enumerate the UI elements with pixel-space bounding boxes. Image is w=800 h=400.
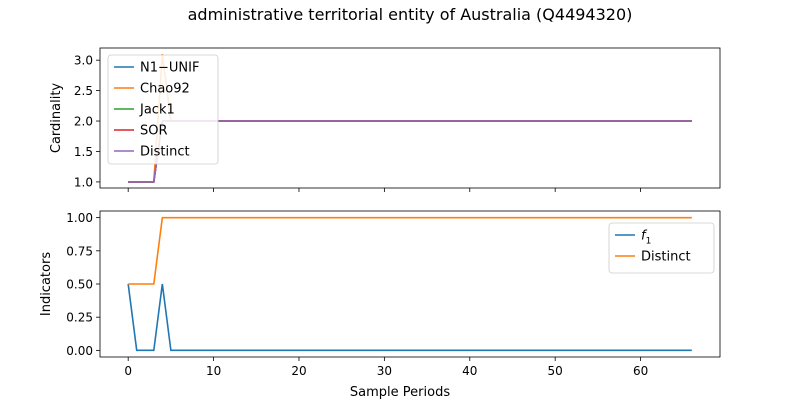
indicators-y-tick-label: 0.00 (66, 344, 93, 358)
cardinality-y-axis-label: Cardinality (49, 83, 64, 154)
cardinality-y-tick-label: 2.5 (74, 84, 93, 98)
x-axis-label: Sample Periods (350, 385, 450, 400)
indicators-y-tick-label: 0.75 (66, 244, 93, 258)
legend-label-distinct: Distinct (641, 250, 691, 265)
legend-label-jack1: Jack1 (139, 103, 175, 118)
cardinality-axes-frame (99, 47, 721, 189)
cardinality-y-tick-label: 2.0 (74, 115, 93, 129)
cardinality-panel: 1.0 1.5 2.0 2.5 3.0 Cardinality N1−UNIF Chao9… (49, 47, 721, 192)
cardinality-ticks: 1.0 1.5 2.0 2.5 3.0 (74, 54, 641, 192)
cardinality-y-tick-label: 3.0 (74, 54, 93, 68)
legend-label-n1-unif: N1−UNIF (140, 61, 199, 76)
x-tick-label: 10 (206, 364, 221, 378)
x-tick-label: 60 (633, 364, 648, 378)
cardinality-legend-box (107, 54, 219, 165)
indicators-y-tick-label: 0.50 (66, 278, 93, 292)
indicators-legend-box (608, 222, 715, 274)
indicators-series-lines (127, 216, 692, 352)
x-tick-label: 40 (462, 364, 477, 378)
indicators-ticks: 0 10 20 30 40 50 60 0.00 0.25 0.50 0.75 1.00 (66, 211, 648, 378)
indicators-panel: 0 10 20 30 40 50 60 0.00 0.25 0.50 0.75 1.00 Indica… (39, 210, 721, 400)
legend-label-chao92: Chao92 (140, 82, 190, 97)
legend-label-f1: f1 (641, 229, 651, 247)
indicators-series-f1-line (127, 283, 692, 352)
legend-label-distinct: Distinct (140, 145, 190, 160)
figure-title: administrative territorial entity of Aus… (188, 5, 633, 24)
indicators-y-axis-label: Indicators (39, 252, 54, 316)
indicators-legend: f1 Distinct (608, 222, 715, 274)
x-tick-label: 30 (377, 364, 392, 378)
indicators-y-tick-label: 1.00 (66, 211, 93, 225)
x-tick-label: 0 (124, 364, 132, 378)
cardinality-y-tick-label: 1.5 (74, 145, 93, 159)
x-tick-label: 20 (291, 364, 306, 378)
cardinality-y-tick-label: 1.0 (74, 175, 93, 189)
indicators-y-tick-label: 0.25 (66, 311, 93, 325)
legend-label-sor: SOR (140, 124, 168, 139)
cardinality-legend: N1−UNIF Chao92 Jack1 SOR Distinct (107, 54, 219, 165)
x-tick-label: 50 (548, 364, 563, 378)
indicators-series-distinct-line (128, 216, 692, 285)
